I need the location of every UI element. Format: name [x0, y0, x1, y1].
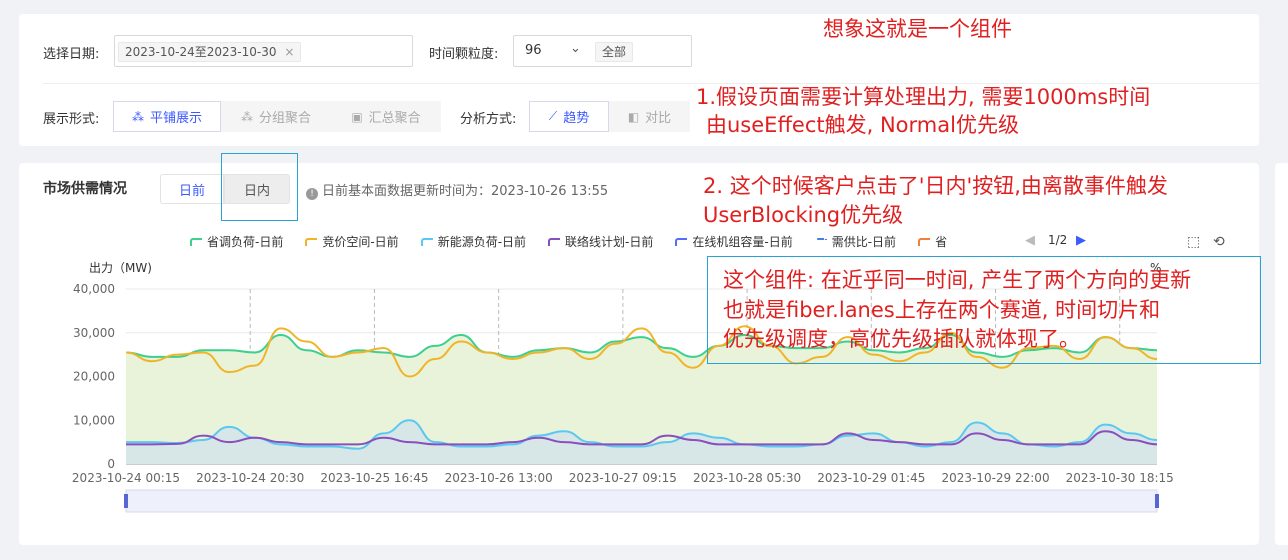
trend-icon: ⟋: [548, 109, 558, 123]
granularity-tag: 全部: [595, 42, 634, 62]
display-group-label: 分组聚合: [258, 111, 311, 126]
date-range-value: 2023-10-24至2023-10-30: [125, 45, 277, 59]
legend-swatch: [918, 237, 931, 246]
display-summary-label: 汇总聚合: [368, 111, 421, 126]
display-tile-button[interactable]: ⁂ 平铺展示: [113, 101, 221, 132]
legend-item[interactable]: 需供比-日前: [814, 233, 897, 250]
display-tile-label: 平铺展示: [149, 111, 202, 126]
chart-legend: 省调负荷-日前 竞价空间-日前 新能源负荷-日前 联络线计划-日前 在线机组容量-日前 需…: [190, 233, 947, 250]
legend-item[interactable]: 联络线计划-日前: [548, 233, 653, 250]
analysis-compare-button[interactable]: ◧ 对比: [609, 101, 690, 132]
tab-intraday[interactable]: 日内: [224, 174, 290, 204]
adjacent-panel-edge: [1275, 163, 1288, 545]
legend-item[interactable]: 在线机组容量-日前: [675, 233, 793, 250]
analysis-compare-label: 对比: [645, 111, 672, 126]
legend-swatch: [548, 237, 561, 246]
display-group-button[interactable]: ⁂ 分组聚合: [221, 101, 331, 132]
legend-swatch: [420, 237, 433, 246]
legend-label: 新能源负荷-日前: [437, 235, 527, 249]
explanation-line1: 这个组件: 在近乎同一时间, 产生了两个方向的更新: [723, 268, 1192, 292]
legend-swatch: [814, 237, 827, 246]
group-icon: ⁂: [240, 109, 253, 124]
legend-label: 需供比-日前: [831, 235, 897, 249]
chart-panel-title: 市场供需情况: [43, 181, 127, 197]
legend-page: 1/2: [1048, 233, 1068, 247]
tab-intraday-label: 日内: [243, 183, 270, 199]
analysis-mode-group: ⟋ 趋势 ◧ 对比: [529, 101, 690, 132]
legend-label: 省调负荷-日前: [207, 235, 284, 249]
granularity-value: 96: [525, 43, 542, 58]
analysis-trend-button[interactable]: ⟋ 趋势: [529, 101, 609, 132]
analysis-label: 分析方式:: [460, 112, 517, 127]
legend-label: 竞价空间-日前: [322, 235, 399, 249]
legend-swatch: [675, 237, 688, 246]
update-note: ! 日前基本面数据更新时间为：2023-10-26 13:55: [306, 180, 608, 200]
explanation-line3: 优先级调度，高优先级插队就体现了。: [723, 327, 1080, 351]
annotation-step1-line1: 1.假设页面需要计算处理出力, 需要1000ms时间: [696, 85, 1151, 109]
display-summary-button[interactable]: ▣ 汇总聚合: [331, 101, 441, 132]
explanation-line2: 也就是fiber.lanes上存在两个赛道, 时间切片和: [723, 298, 1161, 322]
date-range-picker[interactable]: 2023-10-24至2023-10-30 ×: [114, 35, 413, 67]
tag-close-icon[interactable]: ×: [284, 45, 295, 59]
display-label: 展示形式:: [43, 112, 100, 127]
annotation-step2-line1: 2. 这个时候客户点击了'日内'按钮,由离散事件触发: [703, 174, 1168, 198]
legend-prev-icon[interactable]: ◀: [1025, 233, 1035, 248]
zoom-reset-icon[interactable]: ⟲: [1213, 234, 1225, 250]
legend-item[interactable]: 新能源负荷-日前: [420, 233, 527, 250]
date-range-tag: 2023-10-24至2023-10-30 ×: [118, 42, 302, 62]
tile-icon: ⁂: [131, 109, 144, 124]
legend-label: 省: [935, 235, 948, 249]
legend-item[interactable]: 竞价空间-日前: [305, 233, 399, 250]
annotation-component: 想象这就是一个组件: [823, 17, 1012, 41]
legend-swatch: [190, 237, 202, 246]
info-icon: !: [306, 188, 318, 200]
explanation-box: [707, 256, 1261, 364]
zoom-icon[interactable]: ⬚: [1187, 234, 1201, 250]
legend-item[interactable]: 省: [918, 233, 947, 250]
legend-label: 在线机组容量-日前: [692, 235, 793, 249]
date-label: 选择日期:: [43, 47, 100, 62]
compare-icon: ◧: [627, 109, 640, 124]
legend-swatch: [305, 237, 318, 246]
filter-divider: [43, 83, 1259, 84]
update-note-text: 日前基本面数据更新时间为：2023-10-26 13:55: [322, 184, 609, 199]
granularity-select[interactable]: 96 ⌄ 全部: [513, 35, 692, 67]
legend-next-icon[interactable]: ▶: [1076, 233, 1086, 248]
legend-label: 联络线计划-日前: [565, 235, 654, 249]
analysis-trend-label: 趋势: [563, 111, 590, 126]
annotation-step2-line2: UserBlocking优先级: [703, 203, 904, 227]
annotation-step1-line2: 由useEffect触发, Normal优先级: [706, 113, 1019, 137]
granularity-label: 时间颗粒度:: [429, 47, 499, 62]
display-mode-group: ⁂ 平铺展示 ⁂ 分组聚合 ▣ 汇总聚合: [113, 101, 441, 132]
chevron-down-icon[interactable]: ⌄: [570, 41, 581, 56]
legend-item[interactable]: 省调负荷-日前: [190, 233, 283, 250]
intraday-highlight-box: [221, 153, 298, 221]
summary-icon: ▣: [351, 109, 363, 124]
tab-day-ahead-label: 日前: [178, 183, 205, 199]
tab-day-ahead[interactable]: 日前: [160, 174, 224, 204]
